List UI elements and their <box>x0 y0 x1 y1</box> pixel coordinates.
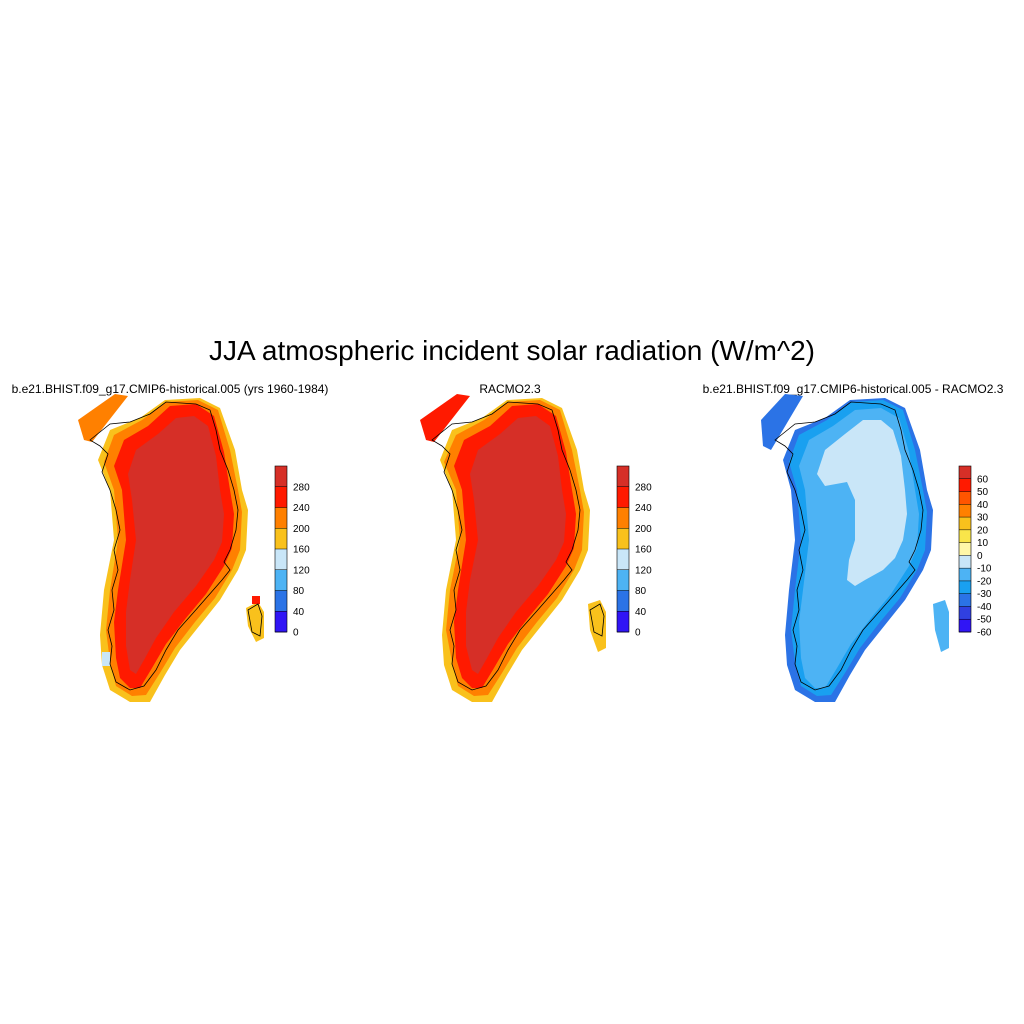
colorbar-label: 200 <box>293 524 310 535</box>
colorbar-swatch <box>959 568 971 582</box>
colorbar-label: -30 <box>977 589 992 600</box>
colorbar-swatch <box>959 619 971 633</box>
colorbar-swatch <box>275 569 287 591</box>
colorbar-label: -10 <box>977 564 992 575</box>
panel-title-diff: b.e21.BHIST.f09_g17.CMIP6-historical.005… <box>702 382 1004 396</box>
colorbar-label: 20 <box>977 525 989 536</box>
colorbar-swatch <box>275 549 287 571</box>
colorbar-label: 80 <box>635 586 647 597</box>
colorbar-swatch <box>617 590 629 612</box>
panel-title-model: b.e21.BHIST.f09_g17.CMIP6-historical.005… <box>11 382 329 396</box>
colorbar-swatch <box>617 611 629 633</box>
island-east-dot <box>252 596 260 604</box>
colorbar-swatch <box>959 529 971 543</box>
colorbar-label: 160 <box>635 545 652 556</box>
colorbar-label: -40 <box>977 602 992 613</box>
colorbar-label: 80 <box>293 586 305 597</box>
island-east <box>246 602 264 642</box>
colorbar-swatch <box>617 549 629 571</box>
offshore-strip <box>761 394 803 450</box>
colorbar-label: 120 <box>293 565 310 576</box>
colorbar-label: 30 <box>977 513 989 524</box>
colorbar-label: 280 <box>635 482 652 493</box>
colorbar-swatch <box>959 517 971 531</box>
colorbar-label: 0 <box>977 551 983 562</box>
field-interior <box>466 416 566 674</box>
colorbar-label: 10 <box>977 538 989 549</box>
greenland-field <box>420 394 606 702</box>
colorbar-swatch <box>617 486 629 508</box>
map-panel-diff <box>761 394 949 702</box>
coastline <box>774 401 924 691</box>
colorbar-label: -50 <box>977 615 992 626</box>
figure-title: JJA atmospheric incident solar radiation… <box>208 335 816 366</box>
colorbar-model: 280 240 200 160 120 80 40 0 <box>274 465 310 639</box>
coastline <box>89 401 263 691</box>
colorbar-swatch <box>275 611 287 633</box>
map-panel-obs <box>420 394 606 702</box>
colorbar-obs: 280 240 200 160 120 80 40 0 <box>616 465 652 639</box>
colorbar-label: -20 <box>977 576 992 587</box>
colorbar-label: 40 <box>293 607 305 618</box>
panel-title-obs: RACMO2.3 <box>479 382 541 396</box>
colorbar-swatch <box>959 580 971 594</box>
colorbar-swatch <box>275 486 287 508</box>
colorbar-swatch <box>275 590 287 612</box>
colorbar-label: 40 <box>977 500 989 511</box>
colorbar-swatch <box>959 606 971 620</box>
island-east <box>588 600 606 652</box>
colorbar-label: 60 <box>977 474 989 485</box>
field-interior <box>126 416 224 674</box>
colorbar-swatch <box>959 478 971 492</box>
colorbar-swatch <box>617 466 629 488</box>
colorbar-label: 0 <box>293 628 299 639</box>
map-panel-model <box>78 394 264 702</box>
colorbar-label: 0 <box>635 628 641 639</box>
colorbar-swatch <box>275 528 287 550</box>
colorbar-swatch <box>959 555 971 569</box>
offshore-strip <box>420 394 470 442</box>
offshore-strip <box>78 394 128 442</box>
colorbar-swatch <box>617 528 629 550</box>
colorbar-swatch <box>275 507 287 529</box>
colorbar-label: -60 <box>977 628 992 639</box>
field-interior <box>817 420 907 586</box>
colorbar-label: 120 <box>635 565 652 576</box>
colorbar-swatch <box>275 466 287 488</box>
colorbar-label: 240 <box>293 503 310 514</box>
colorbar-swatch <box>617 569 629 591</box>
colorbar-swatch <box>617 507 629 529</box>
colorbar-swatch <box>959 504 971 518</box>
colorbar-swatch <box>959 542 971 556</box>
coastline <box>431 401 605 691</box>
colorbar-label: 50 <box>977 487 989 498</box>
colorbar-label: 40 <box>635 607 647 618</box>
colorbar-label: 240 <box>635 503 652 514</box>
colorbar-label: 200 <box>635 524 652 535</box>
colorbar-swatch <box>959 466 971 480</box>
colorbar-label: 280 <box>293 482 310 493</box>
light-cell <box>102 652 110 666</box>
island-east <box>933 600 949 652</box>
greenland-field <box>761 394 949 702</box>
colorbar-label: 160 <box>293 545 310 556</box>
greenland-field <box>78 394 264 702</box>
colorbar-swatch <box>959 491 971 505</box>
colorbar-swatch <box>959 593 971 607</box>
